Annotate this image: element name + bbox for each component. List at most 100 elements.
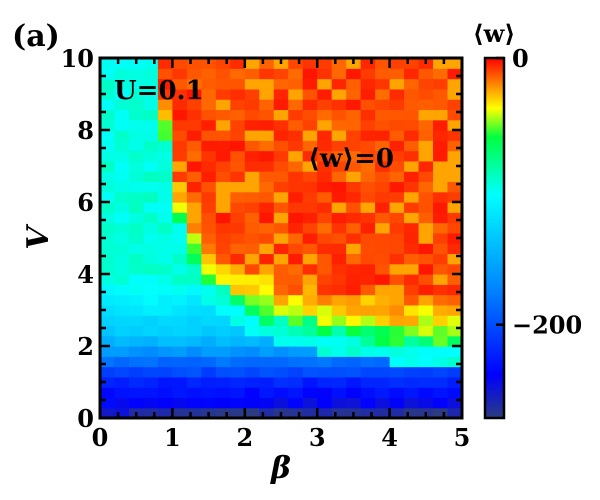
heatmap-cell: [143, 304, 159, 316]
heatmap-cell: [389, 253, 405, 265]
heatmap-cell: [259, 191, 275, 203]
heatmap-cell: [244, 407, 260, 419]
heatmap-cell: [201, 346, 217, 357]
heatmap-cell: [259, 232, 275, 244]
heatmap-cell: [230, 346, 246, 357]
heatmap-cell: [259, 407, 275, 419]
heatmap-cell: [404, 346, 420, 357]
heatmap-cell: [157, 325, 173, 337]
heatmap-cell: [172, 366, 188, 378]
heatmap-cell: [230, 150, 246, 162]
heatmap-cell: [418, 243, 434, 255]
heatmap-cell: [215, 202, 231, 213]
heatmap-cell: [346, 294, 362, 306]
heatmap-cell: [114, 150, 130, 162]
heatmap-cell: [201, 78, 217, 90]
heatmap-cell: [360, 356, 376, 368]
heatmap-cell: [273, 366, 289, 378]
heatmap-cell: [172, 325, 188, 337]
heatmap-cell: [244, 119, 260, 131]
heatmap-cell: [100, 119, 116, 131]
heatmap-cell: [244, 58, 260, 69]
heatmap-cell: [186, 315, 202, 327]
heatmap-cell: [259, 356, 275, 368]
heatmap-cell: [317, 243, 333, 255]
heatmap-cell: [360, 232, 376, 244]
heatmap-cell: [244, 88, 260, 100]
heatmap-cell: [143, 140, 159, 152]
heatmap-cell: [404, 181, 420, 193]
heatmap-cell: [404, 191, 420, 203]
heatmap-cell: [244, 284, 260, 296]
heatmap-cell: [128, 140, 145, 152]
heatmap-cell: [360, 346, 376, 357]
heatmap-cell: [230, 78, 246, 90]
heatmap-cell: [157, 58, 173, 69]
heatmap-cell: [244, 99, 260, 111]
heatmap-cell: [114, 253, 130, 265]
heatmap-cell: [186, 130, 202, 141]
heatmap-cell: [230, 160, 246, 172]
heatmap-cell: [288, 202, 304, 213]
heatmap-cell: [273, 140, 289, 152]
heatmap-cell: [186, 232, 202, 244]
heatmap-cell: [317, 376, 333, 388]
heatmap-cell: [389, 202, 405, 213]
heatmap-cell: [389, 263, 405, 275]
heatmap-cell: [273, 212, 289, 224]
heatmap-cell: [230, 68, 246, 80]
heatmap-cell: [404, 68, 420, 80]
heatmap-cell: [331, 366, 347, 378]
heatmap-cell: [143, 109, 159, 121]
heatmap-cell: [157, 253, 173, 265]
heatmap-cell: [128, 99, 145, 111]
heatmap-cell: [331, 140, 347, 152]
heatmap-cell: [114, 397, 130, 409]
heatmap-cell: [201, 253, 217, 265]
heatmap-cell: [215, 181, 231, 193]
heatmap-cell: [447, 212, 463, 224]
heatmap-cell: [389, 376, 405, 388]
heatmap-cell: [215, 387, 231, 399]
heatmap-cell: [273, 397, 289, 409]
heatmap-cell: [128, 88, 145, 100]
heatmap-cell: [360, 212, 376, 224]
heatmap-cell: [230, 222, 246, 234]
heatmap-cell: [215, 243, 231, 255]
y-tick-label: 4: [77, 260, 94, 289]
heatmap-cell: [273, 274, 289, 285]
heatmap-cell: [273, 335, 289, 347]
heatmap-cell: [273, 356, 289, 368]
heatmap-cell: [273, 68, 289, 80]
heatmap-cell: [447, 253, 463, 265]
heatmap-cell: [375, 222, 391, 234]
heatmap-cell: [114, 130, 130, 141]
heatmap-cell: [244, 253, 260, 265]
heatmap-cell: [114, 109, 130, 121]
heatmap-cell: [114, 212, 130, 224]
heatmap-cell: [172, 150, 188, 162]
heatmap-cell: [360, 181, 376, 193]
heatmap-cell: [172, 346, 188, 357]
heatmap-cell: [128, 304, 145, 316]
heatmap-cell: [360, 150, 376, 162]
heatmap-cell: [157, 191, 173, 203]
heatmap-cell: [100, 171, 116, 183]
heatmap-cell: [418, 68, 434, 80]
heatmap-cell: [244, 397, 260, 409]
heatmap-cell: [317, 304, 333, 316]
heatmap-cell: [389, 304, 405, 316]
heatmap-cell: [288, 294, 304, 306]
heatmap-cell: [172, 407, 188, 419]
y-tick-label: 0: [77, 404, 94, 433]
heatmap-cell: [375, 181, 391, 193]
heatmap-cell: [273, 88, 289, 100]
heatmap-cell: [157, 78, 173, 90]
heatmap-cell: [360, 160, 376, 172]
heatmap-cell: [375, 284, 391, 296]
heatmap-cell: [433, 315, 449, 327]
heatmap-cell: [186, 171, 202, 183]
heatmap-cell: [186, 222, 202, 234]
heatmap-cell: [114, 140, 130, 152]
heatmap-cell: [447, 387, 463, 399]
